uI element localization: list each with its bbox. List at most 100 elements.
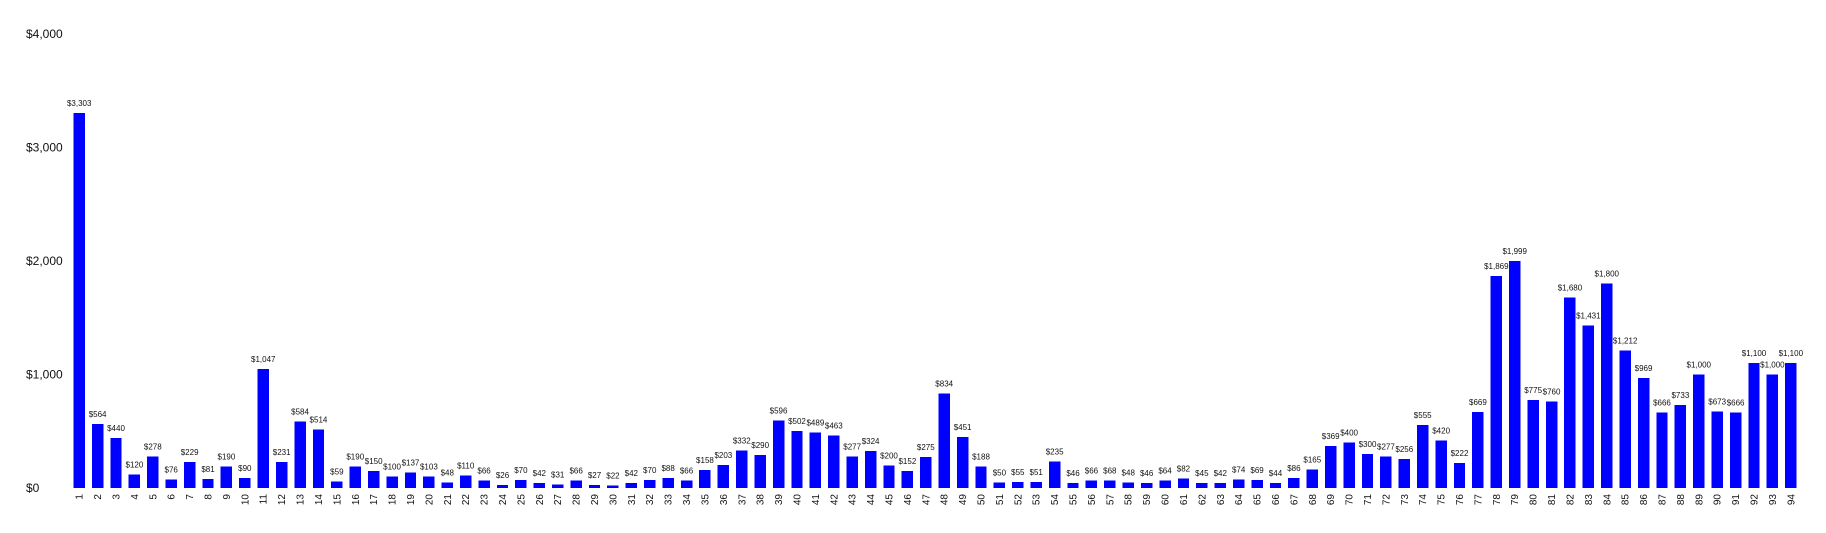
x-tick-label: 29	[590, 494, 601, 506]
bar	[1545, 401, 1558, 488]
data-labels-group: $3,303$564$440$120$278$76$229$81$190$90$…	[67, 99, 1804, 480]
x-tick-label: 82	[1565, 494, 1576, 506]
bar	[920, 456, 932, 488]
x-tick-label: 91	[1731, 494, 1742, 506]
y-tick-label: $1,000	[26, 368, 63, 382]
data-label: $1,000	[1687, 361, 1712, 370]
x-tick-label: 51	[995, 494, 1006, 506]
data-label: $200	[880, 451, 898, 460]
x-tick-label: 52	[1013, 494, 1024, 506]
x-tick-label: 19	[406, 494, 417, 506]
x-tick-label: 36	[719, 494, 730, 506]
bar	[459, 475, 472, 488]
x-tick-label: 55	[1069, 494, 1080, 506]
data-label: $277	[843, 443, 861, 452]
data-label: $45	[1195, 469, 1209, 478]
bar	[1159, 480, 1171, 488]
bar	[791, 431, 803, 488]
data-label: $203	[714, 451, 732, 460]
data-label: $1,800	[1595, 270, 1620, 279]
data-label: $222	[1451, 449, 1469, 458]
bar	[147, 456, 159, 488]
bar	[294, 421, 306, 488]
x-tick-label: 3	[112, 494, 123, 500]
bar	[202, 478, 214, 488]
x-tick-label: 48	[940, 494, 951, 506]
bar	[110, 438, 122, 488]
data-label: $165	[1303, 455, 1321, 464]
data-label: $70	[643, 466, 657, 475]
bar	[73, 113, 85, 489]
bar	[1417, 425, 1429, 488]
x-tick-label: 39	[774, 494, 785, 506]
x-tick-label: 45	[884, 494, 895, 506]
bar	[515, 480, 527, 488]
data-label: $86	[1287, 464, 1301, 473]
bar	[938, 393, 950, 488]
bar	[1656, 412, 1668, 488]
bar	[1674, 404, 1687, 488]
x-tick-label: 14	[314, 494, 325, 506]
data-label: $666	[1727, 398, 1745, 407]
bar	[699, 470, 711, 488]
bar	[588, 484, 601, 488]
data-label: $51	[1030, 468, 1044, 477]
bar	[809, 432, 822, 488]
x-tick-label: 63	[1216, 494, 1227, 506]
data-label: $1,999	[1502, 247, 1527, 256]
bar	[1711, 411, 1723, 488]
x-tick-label: 68	[1308, 494, 1319, 506]
x-tick-label: 7	[185, 494, 196, 500]
y-tick-label: $2,000	[26, 254, 63, 268]
bar	[165, 479, 177, 488]
x-tick-label: 42	[829, 494, 840, 506]
data-label: $3,303	[67, 99, 92, 108]
bar	[1214, 483, 1226, 488]
x-tick-label: 23	[480, 494, 491, 506]
bar	[91, 423, 104, 488]
bar	[128, 474, 141, 488]
bars-group	[73, 113, 1797, 489]
x-tick-label: 77	[1473, 494, 1484, 506]
data-label: $100	[383, 463, 401, 472]
x-tick-label: 24	[498, 494, 509, 506]
bar	[552, 484, 564, 488]
x-tick-label: 67	[1289, 494, 1300, 506]
y-axis: $0 $1,000 $2,000 $3,000 $4,000	[26, 27, 63, 495]
bar	[1453, 462, 1466, 488]
bar	[441, 482, 453, 488]
bar	[993, 482, 1006, 488]
bar	[1435, 440, 1447, 488]
x-tick-label: 88	[1676, 494, 1687, 506]
y-tick-label: $4,000	[26, 27, 63, 41]
data-label: $158	[696, 456, 714, 465]
data-label: $66	[569, 467, 583, 476]
bar	[1527, 400, 1539, 488]
data-label: $584	[291, 408, 309, 417]
data-label: $59	[330, 467, 344, 476]
x-tick-label: 89	[1694, 494, 1705, 506]
bar	[1140, 482, 1153, 488]
x-tick-label: 69	[1326, 494, 1337, 506]
data-label: $66	[477, 467, 491, 476]
x-tick-label: 75	[1437, 494, 1448, 506]
x-tick-label: 17	[369, 494, 380, 506]
bar	[1766, 374, 1779, 488]
x-tick-label: 4	[130, 494, 141, 500]
bar	[1048, 461, 1061, 488]
data-label: $451	[954, 423, 972, 432]
bar	[1601, 283, 1613, 488]
x-tick-label: 94	[1786, 494, 1797, 506]
data-label: $68	[1103, 466, 1117, 475]
data-label: $188	[972, 453, 990, 462]
data-label: $190	[218, 452, 236, 461]
x-tick-label: 28	[572, 494, 583, 506]
x-tick-label: 74	[1418, 494, 1429, 506]
x-tick-label: 76	[1455, 494, 1466, 506]
bar	[1343, 442, 1355, 488]
x-tick-label: 32	[645, 494, 656, 506]
x-tick-label: 65	[1253, 494, 1264, 506]
data-label: $70	[514, 466, 528, 475]
bar	[625, 483, 638, 488]
x-axis: 1 2 3 4 5 6 7 8 9 10 11 12 13 14 15 16 17 18 19 20 21 22 23 24 2…	[75, 494, 1798, 506]
